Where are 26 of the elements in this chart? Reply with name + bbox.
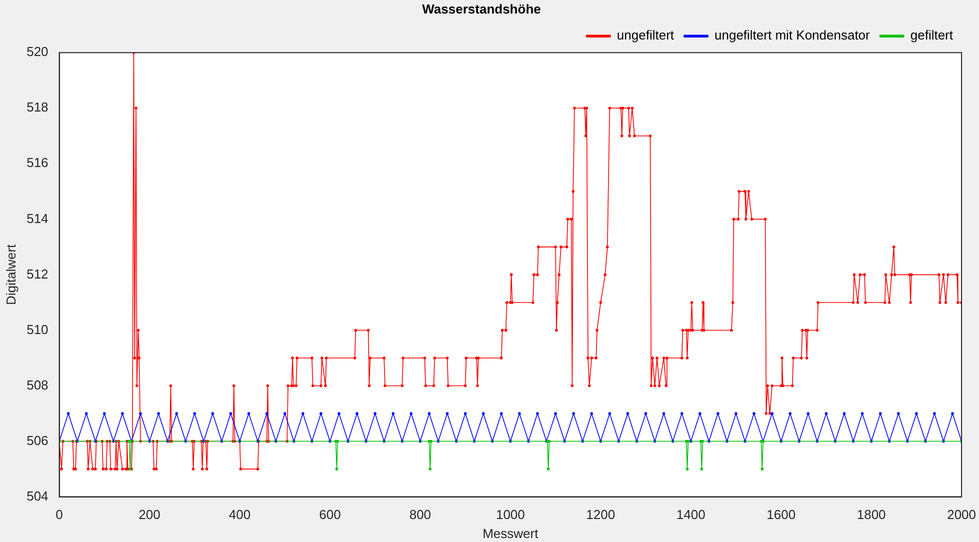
- legend-label: gefiltert: [910, 28, 954, 43]
- x-tick-label: 800: [409, 507, 432, 522]
- y-tick-label: 520: [26, 44, 48, 60]
- y-tick-label: 512: [26, 266, 48, 282]
- x-tick-label: 1200: [586, 507, 616, 522]
- x-tick-label: 200: [138, 507, 160, 522]
- x-tick-label: 1800: [856, 507, 886, 522]
- x-tick-label: 0: [56, 507, 63, 522]
- y-tick-label: 508: [26, 377, 48, 392]
- legend-label: ungefiltert mit Kondensator: [714, 28, 871, 43]
- x-tick-label: 400: [228, 507, 251, 522]
- chart-title: Wasserstandshöhe: [422, 1, 541, 16]
- y-tick-label: 518: [26, 100, 48, 115]
- y-tick-label: 504: [26, 488, 48, 504]
- x-tick-label: 1400: [676, 507, 706, 522]
- legend-label: ungefiltert: [616, 28, 674, 43]
- y-tick-label: 510: [26, 322, 48, 337]
- x-tick-label: 1000: [496, 507, 525, 522]
- x-tick-label: 1600: [766, 507, 796, 522]
- y-axis-title: Digitalwert: [3, 244, 18, 306]
- y-tick-label: 506: [26, 432, 48, 448]
- x-tick-label: 2000: [947, 507, 976, 522]
- y-tick-label: 514: [26, 210, 48, 226]
- y-tick-label: 516: [26, 155, 48, 170]
- x-tick-label: 600: [319, 507, 341, 522]
- x-axis-title: Messwert: [482, 526, 539, 541]
